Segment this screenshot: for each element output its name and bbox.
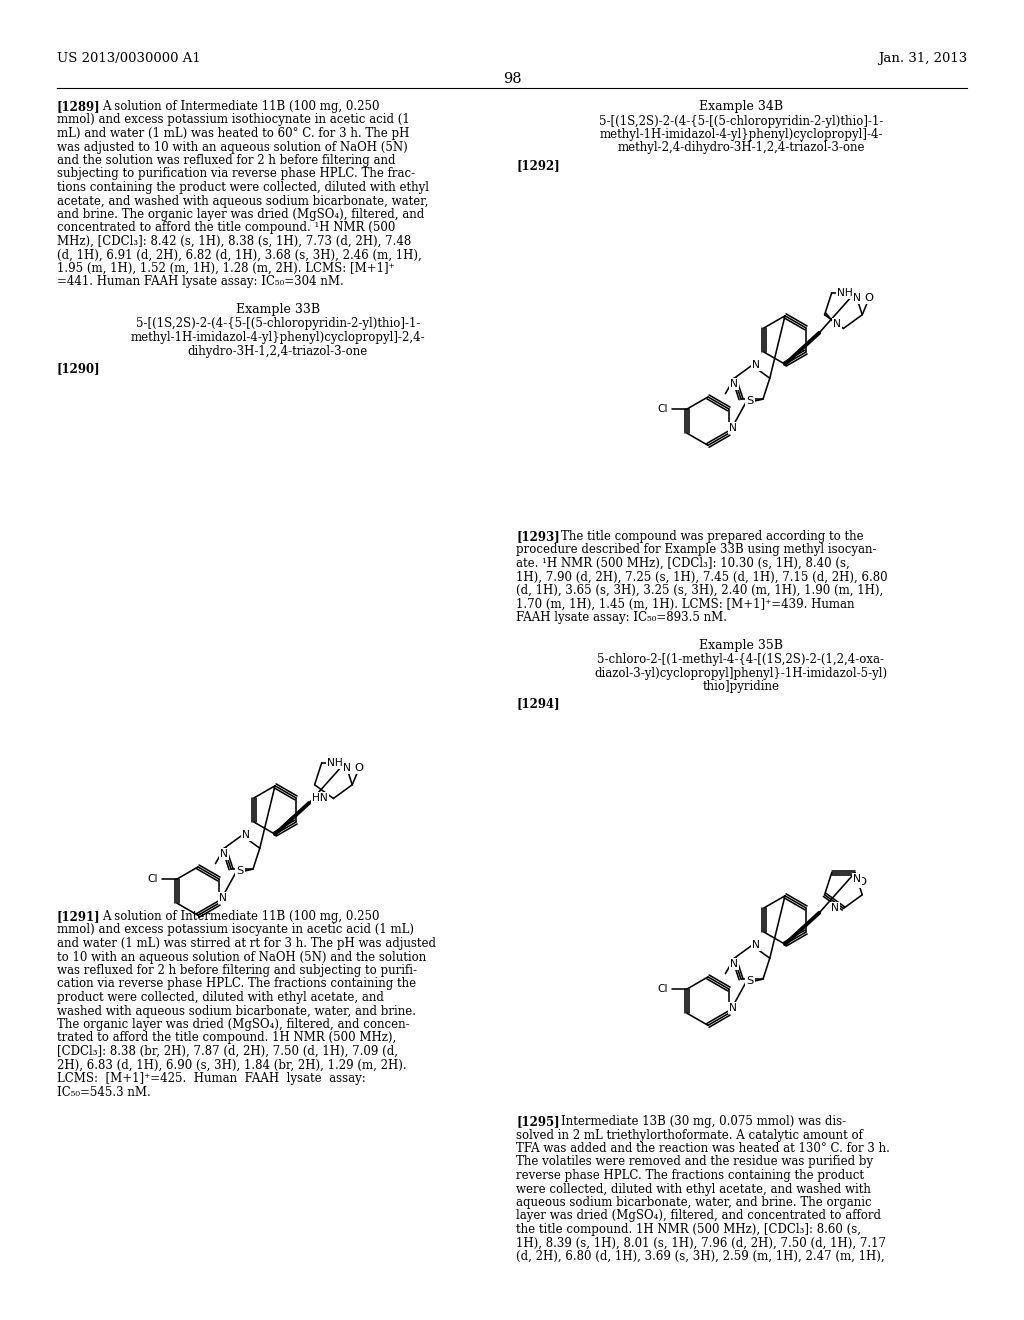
Text: acetate, and washed with aqueous sodium bicarbonate, water,: acetate, and washed with aqueous sodium … [57, 194, 428, 207]
Text: washed with aqueous sodium bicarbonate, water, and brine.: washed with aqueous sodium bicarbonate, … [57, 1005, 416, 1018]
Text: the title compound. 1H NMR (500 MHz), [CDCl₃]: 8.60 (s,: the title compound. 1H NMR (500 MHz), [C… [516, 1224, 861, 1236]
Text: The organic layer was dried (MgSO₄), filtered, and concen-: The organic layer was dried (MgSO₄), fil… [57, 1018, 410, 1031]
Text: methyl-2,4-dihydro-3H-1,2,4-triazol-3-one: methyl-2,4-dihydro-3H-1,2,4-triazol-3-on… [617, 141, 864, 154]
Text: N: N [729, 422, 737, 433]
Text: mL) and water (1 mL) was heated to 60° C. for 3 h. The pH: mL) and water (1 mL) was heated to 60° C… [57, 127, 410, 140]
Text: N: N [343, 763, 351, 774]
Text: and the solution was refluxed for 2 h before filtering and: and the solution was refluxed for 2 h be… [57, 154, 395, 168]
Text: Example 33B: Example 33B [236, 304, 321, 315]
Text: O: O [858, 876, 866, 887]
Text: US 2013/0030000 A1: US 2013/0030000 A1 [57, 51, 201, 65]
Text: N: N [833, 319, 841, 329]
Text: N: N [853, 293, 861, 304]
Text: and water (1 mL) was stirred at rt for 3 h. The pH was adjusted: and water (1 mL) was stirred at rt for 3… [57, 937, 436, 950]
Text: The volatiles were removed and the residue was purified by: The volatiles were removed and the resid… [516, 1155, 873, 1168]
Text: 5-[(1S,2S)-2-(4-{5-[(5-chloropyridin-2-yl)thio]-1-: 5-[(1S,2S)-2-(4-{5-[(5-chloropyridin-2-y… [136, 318, 420, 330]
Text: procedure described for Example 33B using methyl isocyan-: procedure described for Example 33B usin… [516, 544, 877, 557]
Text: Cl: Cl [147, 874, 158, 884]
Text: diazol-3-yl)cyclopropyl]phenyl}-1H-imidazol-5-yl): diazol-3-yl)cyclopropyl]phenyl}-1H-imida… [595, 667, 888, 680]
Text: was refluxed for 2 h before filtering and subjecting to purifi-: was refluxed for 2 h before filtering an… [57, 964, 417, 977]
Text: LCMS:  [M+1]⁺=425.  Human  FAAH  lysate  assay:: LCMS: [M+1]⁺=425. Human FAAH lysate assa… [57, 1072, 366, 1085]
Text: to 10 with an aqueous solution of NaOH (5N) and the solution: to 10 with an aqueous solution of NaOH (… [57, 950, 426, 964]
Text: N: N [220, 849, 228, 859]
Text: reverse phase HPLC. The fractions containing the product: reverse phase HPLC. The fractions contai… [516, 1170, 864, 1181]
Text: methyl-1H-imidazol-4-yl}phenyl)cyclopropyl]-4-: methyl-1H-imidazol-4-yl}phenyl)cycloprop… [599, 128, 883, 141]
Text: N: N [729, 1003, 737, 1012]
Text: Cl: Cl [657, 404, 668, 414]
Text: product were collected, diluted with ethyl acetate, and: product were collected, diluted with eth… [57, 991, 384, 1005]
Text: 5-[(1S,2S)-2-(4-{5-[(5-chloropyridin-2-yl)thio]-1-: 5-[(1S,2S)-2-(4-{5-[(5-chloropyridin-2-y… [599, 115, 883, 128]
Text: concentrated to afford the title compound. ¹H NMR (500: concentrated to afford the title compoun… [57, 222, 395, 235]
Text: =441. Human FAAH lysate assay: IC₅₀=304 nM.: =441. Human FAAH lysate assay: IC₅₀=304 … [57, 276, 344, 289]
Text: ate. ¹H NMR (500 MHz), [CDCl₃]: 10.30 (s, 1H), 8.40 (s,: ate. ¹H NMR (500 MHz), [CDCl₃]: 10.30 (s… [516, 557, 850, 570]
Text: and brine. The organic layer was dried (MgSO₄), filtered, and: and brine. The organic layer was dried (… [57, 209, 424, 220]
Text: NH: NH [327, 758, 343, 768]
Text: was adjusted to 10 with an aqueous solution of NaOH (5N): was adjusted to 10 with an aqueous solut… [57, 140, 408, 153]
Text: [CDCl₃]: 8.38 (br, 2H), 7.87 (d, 2H), 7.50 (d, 1H), 7.09 (d,: [CDCl₃]: 8.38 (br, 2H), 7.87 (d, 2H), 7.… [57, 1045, 398, 1059]
Text: MHz), [CDCl₃]: 8.42 (s, 1H), 8.38 (s, 1H), 7.73 (d, 2H), 7.48: MHz), [CDCl₃]: 8.42 (s, 1H), 8.38 (s, 1H… [57, 235, 412, 248]
Text: N: N [243, 830, 250, 841]
Text: IC₅₀=545.3 nM.: IC₅₀=545.3 nM. [57, 1085, 151, 1098]
Text: (d, 1H), 3.65 (s, 3H), 3.25 (s, 3H), 2.40 (m, 1H), 1.90 (m, 1H),: (d, 1H), 3.65 (s, 3H), 3.25 (s, 3H), 2.4… [516, 583, 884, 597]
Text: N: N [219, 892, 227, 903]
Text: 1.95 (m, 1H), 1.52 (m, 1H), 1.28 (m, 2H). LCMS: [M+1]⁺: 1.95 (m, 1H), 1.52 (m, 1H), 1.28 (m, 2H)… [57, 261, 394, 275]
Text: [1292]: [1292] [516, 158, 560, 172]
Text: cation via reverse phase HPLC. The fractions containing the: cation via reverse phase HPLC. The fract… [57, 978, 416, 990]
Text: S: S [237, 866, 244, 876]
Text: methyl-1H-imidazol-4-yl}phenyl)cyclopropyl]-2,4-: methyl-1H-imidazol-4-yl}phenyl)cycloprop… [131, 331, 425, 345]
Text: thio]pyridine: thio]pyridine [702, 680, 779, 693]
Text: N: N [730, 958, 738, 969]
Text: TFA was added and the reaction was heated at 130° C. for 3 h.: TFA was added and the reaction was heate… [516, 1142, 890, 1155]
Text: were collected, diluted with ethyl acetate, and washed with: were collected, diluted with ethyl aceta… [516, 1183, 870, 1196]
Text: Jan. 31, 2013: Jan. 31, 2013 [878, 51, 967, 65]
Text: dihydro-3H-1,2,4-triazol-3-one: dihydro-3H-1,2,4-triazol-3-one [187, 345, 368, 358]
Text: 5-chloro-2-[(1-methyl-4-{4-[(1S,2S)-2-(1,2,4-oxa-: 5-chloro-2-[(1-methyl-4-{4-[(1S,2S)-2-(1… [597, 653, 885, 667]
Text: A solution of Intermediate 11B (100 mg, 0.250: A solution of Intermediate 11B (100 mg, … [102, 100, 380, 114]
Text: 1.70 (m, 1H), 1.45 (m, 1H). LCMS: [M+1]⁺=439. Human: 1.70 (m, 1H), 1.45 (m, 1H). LCMS: [M+1]⁺… [516, 598, 854, 610]
Text: N: N [853, 874, 861, 884]
Text: 1H), 7.90 (d, 2H), 7.25 (s, 1H), 7.45 (d, 1H), 7.15 (d, 2H), 6.80: 1H), 7.90 (d, 2H), 7.25 (s, 1H), 7.45 (d… [516, 570, 888, 583]
Text: 98: 98 [503, 73, 521, 86]
Text: aqueous sodium bicarbonate, water, and brine. The organic: aqueous sodium bicarbonate, water, and b… [516, 1196, 871, 1209]
Text: [1291]: [1291] [57, 909, 100, 923]
Text: O: O [354, 763, 364, 774]
Text: Cl: Cl [657, 983, 668, 994]
Text: (d, 2H), 6.80 (d, 1H), 3.69 (s, 3H), 2.59 (m, 1H), 2.47 (m, 1H),: (d, 2H), 6.80 (d, 1H), 3.69 (s, 3H), 2.5… [516, 1250, 885, 1263]
Text: Example 35B: Example 35B [699, 639, 783, 652]
Text: A solution of Intermediate 11B (100 mg, 0.250: A solution of Intermediate 11B (100 mg, … [102, 909, 380, 923]
Text: 1H), 8.39 (s, 1H), 8.01 (s, 1H), 7.96 (d, 2H), 7.50 (d, 1H), 7.17: 1H), 8.39 (s, 1H), 8.01 (s, 1H), 7.96 (d… [516, 1237, 886, 1250]
Text: N: N [830, 903, 839, 913]
Text: (d, 1H), 6.91 (d, 2H), 6.82 (d, 1H), 3.68 (s, 3H), 2.46 (m, 1H),: (d, 1H), 6.91 (d, 2H), 6.82 (d, 1H), 3.6… [57, 248, 422, 261]
Text: layer was dried (MgSO₄), filtered, and concentrated to afford: layer was dried (MgSO₄), filtered, and c… [516, 1209, 881, 1222]
Text: [1295]: [1295] [516, 1115, 560, 1129]
Text: solved in 2 mL triethylorthoformate. A catalytic amount of: solved in 2 mL triethylorthoformate. A c… [516, 1129, 863, 1142]
Text: mmol) and excess potassium isocyante in acetic acid (1 mL): mmol) and excess potassium isocyante in … [57, 924, 414, 936]
Text: HN: HN [312, 793, 328, 804]
Text: N: N [753, 360, 761, 371]
Text: N: N [753, 940, 761, 950]
Text: trated to afford the title compound. 1H NMR (500 MHz),: trated to afford the title compound. 1H … [57, 1031, 396, 1044]
Text: S: S [746, 396, 754, 407]
Text: NH: NH [837, 288, 853, 297]
Text: [1289]: [1289] [57, 100, 100, 114]
Text: subjecting to purification via reverse phase HPLC. The frac-: subjecting to purification via reverse p… [57, 168, 415, 181]
Text: S: S [746, 977, 754, 986]
Text: [1294]: [1294] [516, 697, 560, 710]
Text: [1290]: [1290] [57, 362, 100, 375]
Text: Intermediate 13B (30 mg, 0.075 mmol) was dis-: Intermediate 13B (30 mg, 0.075 mmol) was… [561, 1115, 846, 1129]
Text: mmol) and excess potassium isothiocynate in acetic acid (1: mmol) and excess potassium isothiocynate… [57, 114, 410, 127]
Text: 2H), 6.83 (d, 1H), 6.90 (s, 3H), 1.84 (br, 2H), 1.29 (m, 2H).: 2H), 6.83 (d, 1H), 6.90 (s, 3H), 1.84 (b… [57, 1059, 407, 1072]
Text: tions containing the product were collected, diluted with ethyl: tions containing the product were collec… [57, 181, 429, 194]
Text: [1293]: [1293] [516, 531, 560, 543]
Text: FAAH lysate assay: IC₅₀=893.5 nM.: FAAH lysate assay: IC₅₀=893.5 nM. [516, 611, 727, 624]
Text: The title compound was prepared according to the: The title compound was prepared accordin… [561, 531, 863, 543]
Text: O: O [864, 293, 873, 304]
Text: N: N [730, 379, 738, 388]
Text: Example 34B: Example 34B [699, 100, 783, 114]
